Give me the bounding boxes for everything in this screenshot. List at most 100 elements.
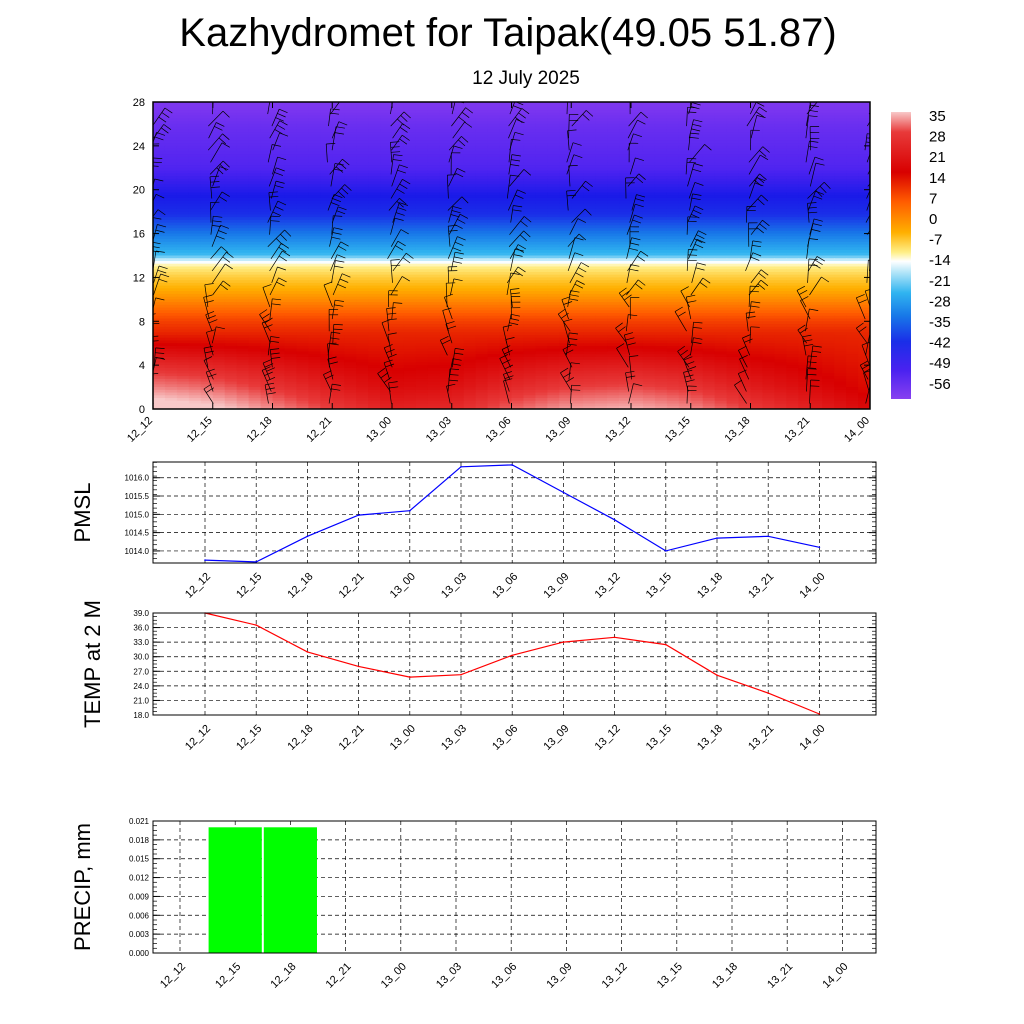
heatmap-cell xyxy=(822,140,835,144)
heatmap-cell xyxy=(164,288,178,292)
heatmap-cell xyxy=(403,189,417,194)
heatmap-cell xyxy=(690,107,704,111)
heatmap-cell xyxy=(248,167,262,172)
heatmap-cell xyxy=(834,186,847,191)
heatmap-cell xyxy=(200,195,214,199)
heatmap-cell xyxy=(356,250,369,254)
heatmap-cell xyxy=(559,162,572,166)
heatmap-cell xyxy=(762,206,775,210)
heatmap-cell xyxy=(296,148,309,152)
heatmap-cell xyxy=(439,129,453,133)
heatmap-cell xyxy=(595,165,608,169)
heatmap-cell xyxy=(690,288,704,292)
heatmap-cell xyxy=(380,203,393,207)
heatmap-cell xyxy=(523,236,536,240)
heatmap-cell xyxy=(248,247,262,251)
heatmap-cell xyxy=(798,165,811,169)
heatmap-cell xyxy=(392,296,405,300)
heatmap-cell xyxy=(236,184,250,188)
heatmap-cell xyxy=(702,230,716,235)
heatmap-cell xyxy=(439,225,453,229)
heatmap-cell xyxy=(176,225,190,229)
heatmap-cell xyxy=(690,134,704,139)
heatmap-cell xyxy=(535,203,548,207)
heatmap-cell xyxy=(810,151,823,155)
heatmap-cell xyxy=(547,222,560,226)
heatmap-cell xyxy=(846,321,859,325)
heatmap-cell xyxy=(559,266,572,270)
heatmap-cell xyxy=(427,258,441,262)
heatmap-cell xyxy=(499,115,513,120)
heatmap-cell xyxy=(368,318,381,322)
heatmap-cell xyxy=(678,304,692,309)
heatmap-cell xyxy=(236,132,250,136)
heatmap-cell xyxy=(523,228,536,232)
heatmap-cell xyxy=(403,118,417,122)
heatmap-cell xyxy=(678,115,692,120)
heatmap-cell xyxy=(487,236,501,240)
heatmap-cell xyxy=(176,156,190,161)
heatmap-cell xyxy=(368,162,381,166)
heatmap-cell xyxy=(463,151,477,155)
heatmap-cell xyxy=(583,280,596,284)
heatmap-cell xyxy=(272,244,286,248)
heatmap-cell xyxy=(690,228,704,232)
heatmap-cell xyxy=(236,274,250,279)
heatmap-cell xyxy=(642,228,656,232)
heatmap-cell xyxy=(415,186,429,191)
heatmap-cell xyxy=(368,304,381,309)
heatmap-cell xyxy=(499,260,513,265)
heatmap-cell xyxy=(619,304,632,309)
heatmap-cell xyxy=(535,228,548,232)
heatmap-cell xyxy=(654,211,668,215)
heatmap-cell xyxy=(487,186,501,191)
heatmap-cell xyxy=(212,222,226,226)
heatmap-cell xyxy=(619,148,632,152)
heatmap-cell xyxy=(642,222,656,226)
heatmap-cell xyxy=(583,173,596,177)
heatmap-cell xyxy=(224,178,238,183)
heatmap-cell xyxy=(487,244,501,248)
heatmap-cell xyxy=(224,203,238,207)
heatmap-cell xyxy=(834,200,847,205)
heatmap-cell xyxy=(403,271,417,276)
heatmap-cell xyxy=(224,230,238,235)
heatmap-cell xyxy=(702,156,716,161)
heatmap-cell xyxy=(200,296,214,300)
heatmap-cell xyxy=(284,255,297,259)
heatmap-cell xyxy=(463,324,477,328)
heatmap-cell xyxy=(619,326,632,331)
heatmap-cell xyxy=(356,233,369,237)
heatmap-cell xyxy=(678,197,692,202)
heatmap-cell xyxy=(248,118,262,122)
heatmap-cell xyxy=(702,266,716,270)
heatmap-cell xyxy=(535,239,548,243)
heatmap-cell xyxy=(164,282,178,287)
heatmap-cell xyxy=(463,102,477,106)
heatmap-cell xyxy=(786,181,799,185)
heatmap-cell xyxy=(475,214,489,218)
heatmap-cell xyxy=(607,132,620,136)
heatmap-cell xyxy=(368,324,381,328)
heatmap-cell xyxy=(427,291,441,295)
heatmap-cell xyxy=(654,280,668,284)
heatmap-cell xyxy=(368,129,381,133)
heatmap-cell xyxy=(392,126,405,131)
heatmap-cell xyxy=(368,291,381,295)
heatmap-cell xyxy=(798,274,811,279)
heatmap-cell xyxy=(774,266,787,270)
heatmap-cell xyxy=(595,102,608,106)
heatmap-cell xyxy=(427,233,441,237)
heatmap-cell xyxy=(212,321,226,325)
heatmap-cell xyxy=(224,134,238,139)
heatmap-cell xyxy=(666,233,680,237)
heatmap-cell xyxy=(439,269,453,273)
heatmap-cell xyxy=(834,260,847,265)
heatmap-cell xyxy=(583,176,596,180)
heatmap-cell xyxy=(678,219,692,224)
heatmap-cell xyxy=(236,143,250,147)
heatmap-cell xyxy=(236,145,250,150)
heatmap-cell xyxy=(619,184,632,188)
heatmap-cell xyxy=(212,132,226,136)
heatmap-cell xyxy=(607,258,620,262)
